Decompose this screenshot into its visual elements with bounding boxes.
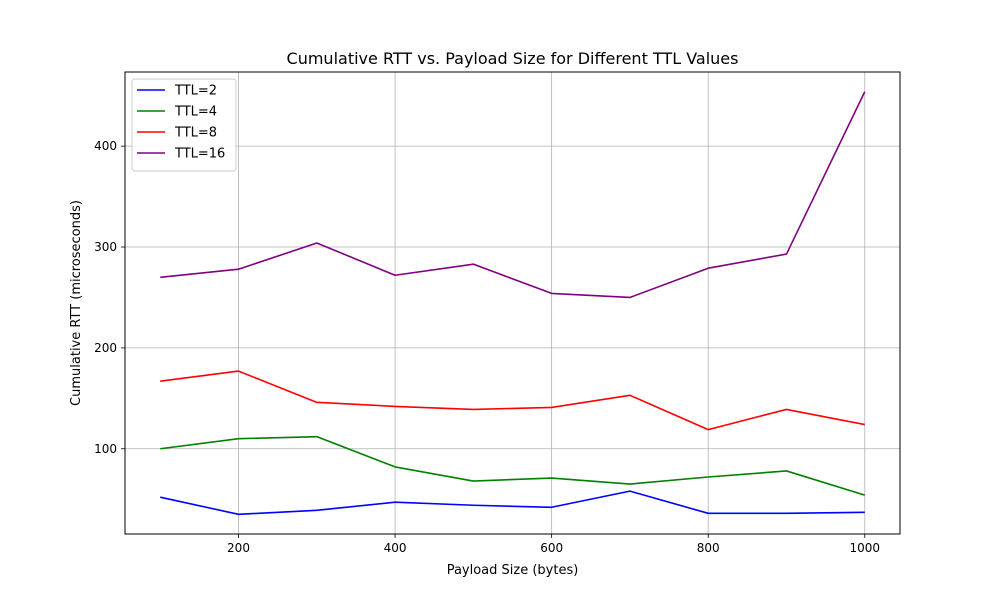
y-tick-label: 100 <box>94 442 117 456</box>
y-tick-label: 400 <box>94 139 117 153</box>
chart-title: Cumulative RTT vs. Payload Size for Diff… <box>287 49 739 68</box>
series-lines <box>160 91 866 516</box>
x-tick-label: 200 <box>227 541 250 555</box>
legend-label: TTL=16 <box>174 147 225 162</box>
series-line-3 <box>160 91 866 299</box>
y-axis-label: Cumulative RTT (microseconds) <box>69 200 84 406</box>
x-axis-label: Payload Size (bytes) <box>447 563 579 578</box>
legend-label: TTL=4 <box>174 105 217 120</box>
x-tick-label: 1000 <box>849 541 880 555</box>
series-line-2 <box>160 370 865 431</box>
series-line-1 <box>160 435 866 496</box>
x-axis-ticks: 200 400 600 800 1000 <box>227 534 880 555</box>
y-axis-ticks: 100 200 300 400 <box>94 139 125 456</box>
x-tick-label: 400 <box>384 541 407 555</box>
plot-frame <box>124 71 901 535</box>
y-tick-label: 200 <box>94 341 117 355</box>
legend-box <box>131 78 237 172</box>
series-line-0 <box>160 490 865 516</box>
grid <box>125 72 900 534</box>
y-tick-label: 300 <box>94 240 117 254</box>
x-tick-label: 600 <box>540 541 563 555</box>
legend: TTL=2 TTL=4 TTL=8 TTL=16 <box>131 78 237 172</box>
legend-label: TTL=2 <box>174 84 217 99</box>
legend-label: TTL=8 <box>174 126 217 141</box>
x-tick-label: 800 <box>697 541 720 555</box>
